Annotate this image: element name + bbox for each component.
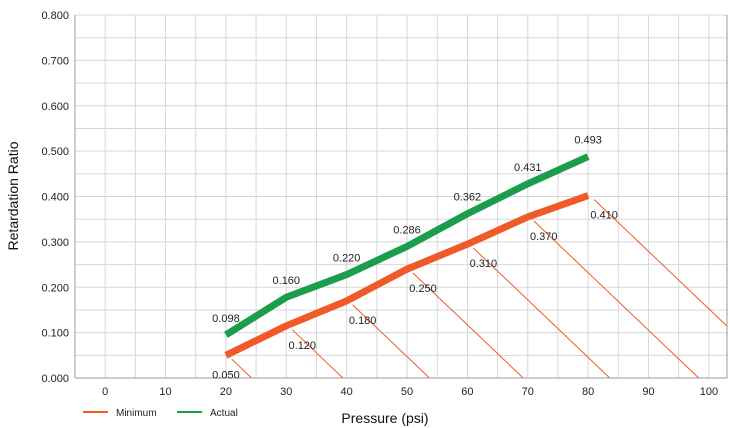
actual-data-label: 0.098 (212, 313, 240, 325)
grid (75, 14, 727, 378)
x-tick-label: 30 (280, 386, 292, 398)
minimum-label-leader-line (533, 220, 700, 379)
series-line-actual (224, 153, 590, 338)
minimum-data-label: 0.370 (530, 231, 558, 243)
legend: Minimum Actual (83, 408, 238, 419)
minimum-data-label: 0.250 (409, 283, 437, 295)
actual-data-label: 0.286 (393, 224, 421, 236)
x-tick-label: 10 (159, 386, 171, 398)
actual-data-label: 0.160 (273, 275, 301, 287)
tick-labels: 0 10 20 30 40 50 60 70 80 90 100 0.000 0.100 0.200 0.3… (41, 10, 718, 398)
minimum-data-label: 0.310 (470, 258, 498, 270)
x-tick-label: 40 (341, 386, 353, 398)
axes (74, 15, 728, 379)
minimum-label-leader-line (352, 304, 430, 379)
series-line-minimum (224, 192, 590, 359)
legend-label-actual: Actual (210, 408, 238, 419)
x-tick-label: 80 (582, 386, 594, 398)
y-tick-label: 0.200 (41, 282, 69, 294)
actual-data-label: 0.493 (574, 135, 602, 147)
y-tick-label: 0.100 (41, 328, 69, 340)
y-tick-label: 0.500 (41, 146, 69, 158)
y-tick-label: 0.000 (41, 373, 69, 385)
actual-data-label: 0.362 (454, 192, 482, 204)
y-tick-label: 0.600 (41, 101, 69, 113)
actual-data-label: 0.220 (333, 253, 361, 265)
x-tick-label: 0 (102, 386, 108, 398)
minimum-data-label: 0.050 (212, 369, 240, 381)
minimum-data-label: 0.180 (349, 315, 377, 327)
x-tick-label: 60 (461, 386, 473, 398)
actual-data-label: 0.431 (514, 162, 542, 174)
minimum-label-leader-line (231, 358, 252, 379)
x-tick-label: 20 (220, 386, 232, 398)
legend-label-minimum: Minimum (116, 408, 157, 419)
y-tick-label: 0.400 (41, 192, 69, 204)
minimum-label-leader-line (593, 199, 728, 327)
label-leader-lines (231, 199, 728, 379)
x-axis-title: Pressure (psi) (341, 410, 428, 426)
x-tick-label: 50 (401, 386, 413, 398)
minimum-label-leader-line (412, 272, 524, 379)
series-lines (224, 153, 590, 359)
minimum-label-leader-line (473, 247, 611, 379)
y-tick-label: 0.700 (41, 55, 69, 67)
minimum-data-label: 0.120 (289, 340, 317, 352)
data-labels: 0.098 0.160 0.220 0.286 0.362 0.431 0.493 0.050… (212, 135, 618, 382)
y-tick-label: 0.800 (41, 10, 69, 22)
x-tick-label: 70 (522, 386, 534, 398)
y-axis-title: Retardation Ratio (5, 141, 21, 250)
y-tick-label: 0.300 (41, 237, 69, 249)
x-tick-label: 100 (700, 386, 718, 398)
x-tick-label: 90 (642, 386, 654, 398)
minimum-label-leader-line (291, 329, 344, 379)
minimum-data-label: 0.410 (590, 210, 618, 222)
